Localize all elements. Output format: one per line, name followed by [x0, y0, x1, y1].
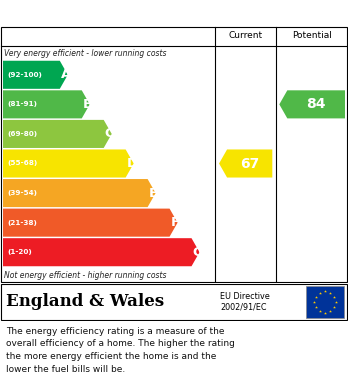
Polygon shape [279, 90, 345, 118]
Text: (1-20): (1-20) [7, 249, 32, 255]
Text: (21-38): (21-38) [7, 220, 37, 226]
Text: EU Directive
2002/91/EC: EU Directive 2002/91/EC [220, 292, 270, 312]
Polygon shape [3, 209, 177, 237]
Text: C: C [105, 127, 114, 140]
Text: 84: 84 [306, 97, 326, 111]
Text: (81-91): (81-91) [7, 101, 37, 108]
Text: F: F [171, 216, 180, 229]
Text: E: E [149, 187, 158, 199]
Text: Very energy efficient - lower running costs: Very energy efficient - lower running co… [4, 48, 166, 57]
Text: G: G [192, 246, 203, 259]
Bar [306, 286, 344, 318]
Text: D: D [127, 157, 138, 170]
Text: The energy efficiency rating is a measure of the
overall efficiency of a home. T: The energy efficiency rating is a measur… [6, 327, 235, 373]
Polygon shape [3, 179, 156, 207]
Text: Energy Efficiency Rating: Energy Efficiency Rating [9, 5, 211, 20]
Polygon shape [3, 120, 112, 148]
Text: (55-68): (55-68) [7, 160, 37, 167]
Text: (69-80): (69-80) [7, 131, 37, 137]
Polygon shape [3, 238, 199, 266]
Text: England & Wales: England & Wales [6, 294, 164, 310]
Text: 67: 67 [240, 156, 259, 170]
Polygon shape [3, 149, 134, 178]
Text: Not energy efficient - higher running costs: Not energy efficient - higher running co… [4, 271, 166, 280]
Polygon shape [3, 61, 68, 89]
Text: Current: Current [229, 32, 263, 41]
Polygon shape [219, 149, 272, 178]
Text: (92-100): (92-100) [7, 72, 42, 78]
Text: A: A [61, 68, 71, 81]
Polygon shape [3, 90, 90, 118]
Text: (39-54): (39-54) [7, 190, 37, 196]
Text: Potential: Potential [292, 32, 332, 41]
Text: B: B [83, 98, 93, 111]
